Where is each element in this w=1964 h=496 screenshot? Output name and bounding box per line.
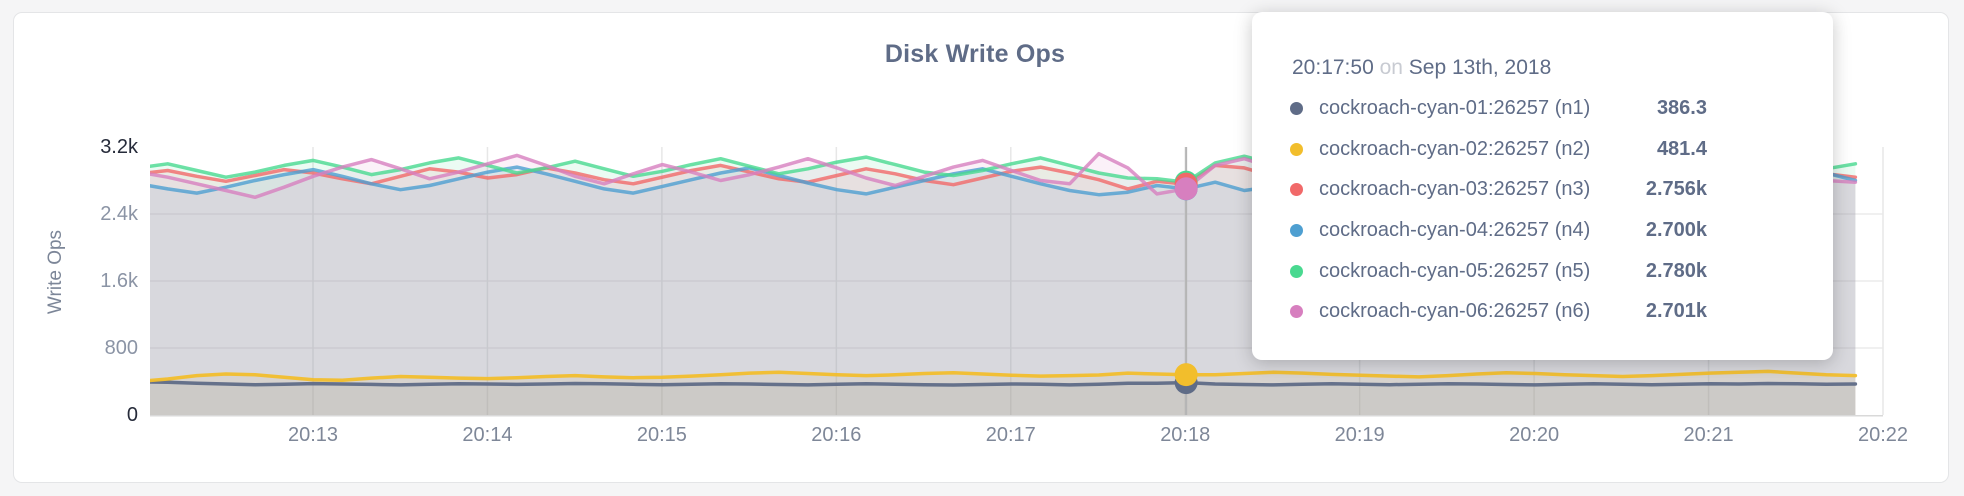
- tooltip-row: cockroach-cyan-03:26257 (n3) 2.756k: [1252, 169, 1833, 210]
- y-tick-label: 2.4k: [100, 203, 138, 225]
- y-tick-label: 1.6k: [100, 270, 138, 292]
- series-area: [150, 382, 1856, 415]
- tooltip-time: 20:17:50: [1292, 56, 1374, 79]
- x-tick-label: 20:14: [462, 424, 513, 446]
- tooltip-on-word: on: [1379, 56, 1403, 79]
- chart-title: Disk Write Ops: [884, 40, 1066, 68]
- tooltip-series-value: 2.780k: [1645, 259, 1707, 282]
- series-line: [150, 380, 1858, 387]
- x-tick-label: 20:22: [1857, 424, 1909, 446]
- tooltip-row: cockroach-cyan-05:26257 (n5) 2.780k: [1252, 251, 1833, 292]
- series-color-dot-icon: [1290, 101, 1303, 115]
- x-tick-label: 20:16: [811, 424, 862, 446]
- x-tick-label: 20:17: [985, 424, 1036, 446]
- y-tick-label: 3.2k: [100, 136, 138, 158]
- tooltip-rows: cockroach-cyan-01:26257 (n1) 386.3 cockroa…: [1252, 88, 1833, 332]
- tooltip-series-value: 2.700k: [1645, 218, 1707, 241]
- tooltip-series-value: 2.701k: [1645, 300, 1707, 323]
- x-tick-label: 20:18: [1160, 424, 1211, 446]
- hover-point: [1174, 177, 1198, 201]
- tooltip-series-name: cockroach-cyan-05:26257 (n5): [1319, 259, 1591, 282]
- tooltip-row: cockroach-cyan-06:26257 (n6) 2.701k: [1252, 291, 1833, 332]
- tooltip-row: cockroach-cyan-01:26257 (n1) 386.3: [1252, 88, 1833, 129]
- x-tick-label: 20:20: [1509, 424, 1560, 446]
- tooltip-series-name: cockroach-cyan-03:26257 (n3): [1319, 178, 1591, 201]
- series-line: [150, 369, 1858, 383]
- tooltip-series-name: cockroach-cyan-06:26257 (n6): [1319, 300, 1591, 323]
- chart-tooltip: 20:17:50 on Sep 13th, 2018 cockroach-cya…: [1252, 12, 1833, 360]
- tooltip-row: cockroach-cyan-04:26257 (n4) 2.700k: [1252, 210, 1833, 251]
- tooltip-header: 20:17:50 on Sep 13th, 2018: [1292, 56, 1551, 80]
- series-color-dot-icon: [1290, 183, 1303, 197]
- series-color-dot-icon: [1290, 142, 1303, 156]
- series-color-dot-icon: [1290, 264, 1303, 278]
- hover-point: [1174, 363, 1198, 387]
- x-tick-label: 20:19: [1334, 424, 1385, 446]
- tooltip-date: Sep 13th, 2018: [1408, 56, 1552, 79]
- y-tick-label: 0: [126, 404, 138, 426]
- tooltip-series-value: 386.3: [1656, 96, 1707, 119]
- tooltip-series-name: cockroach-cyan-04:26257 (n4): [1319, 218, 1591, 241]
- x-tick-label: 20:13: [287, 424, 339, 446]
- tooltip-series-value: 481.4: [1656, 137, 1707, 160]
- tooltip-series-value: 2.756k: [1645, 178, 1707, 201]
- y-tick-label: 800: [104, 337, 138, 359]
- x-tick-label: 20:21: [1683, 424, 1734, 446]
- series-color-dot-icon: [1290, 223, 1303, 237]
- tooltip-series-name: cockroach-cyan-01:26257 (n1): [1319, 96, 1591, 119]
- series-color-dot-icon: [1290, 305, 1303, 319]
- tooltip-series-name: cockroach-cyan-02:26257 (n2): [1319, 137, 1591, 160]
- tooltip-row: cockroach-cyan-02:26257 (n2) 481.4: [1252, 129, 1833, 170]
- x-tick-label: 20:15: [636, 424, 687, 446]
